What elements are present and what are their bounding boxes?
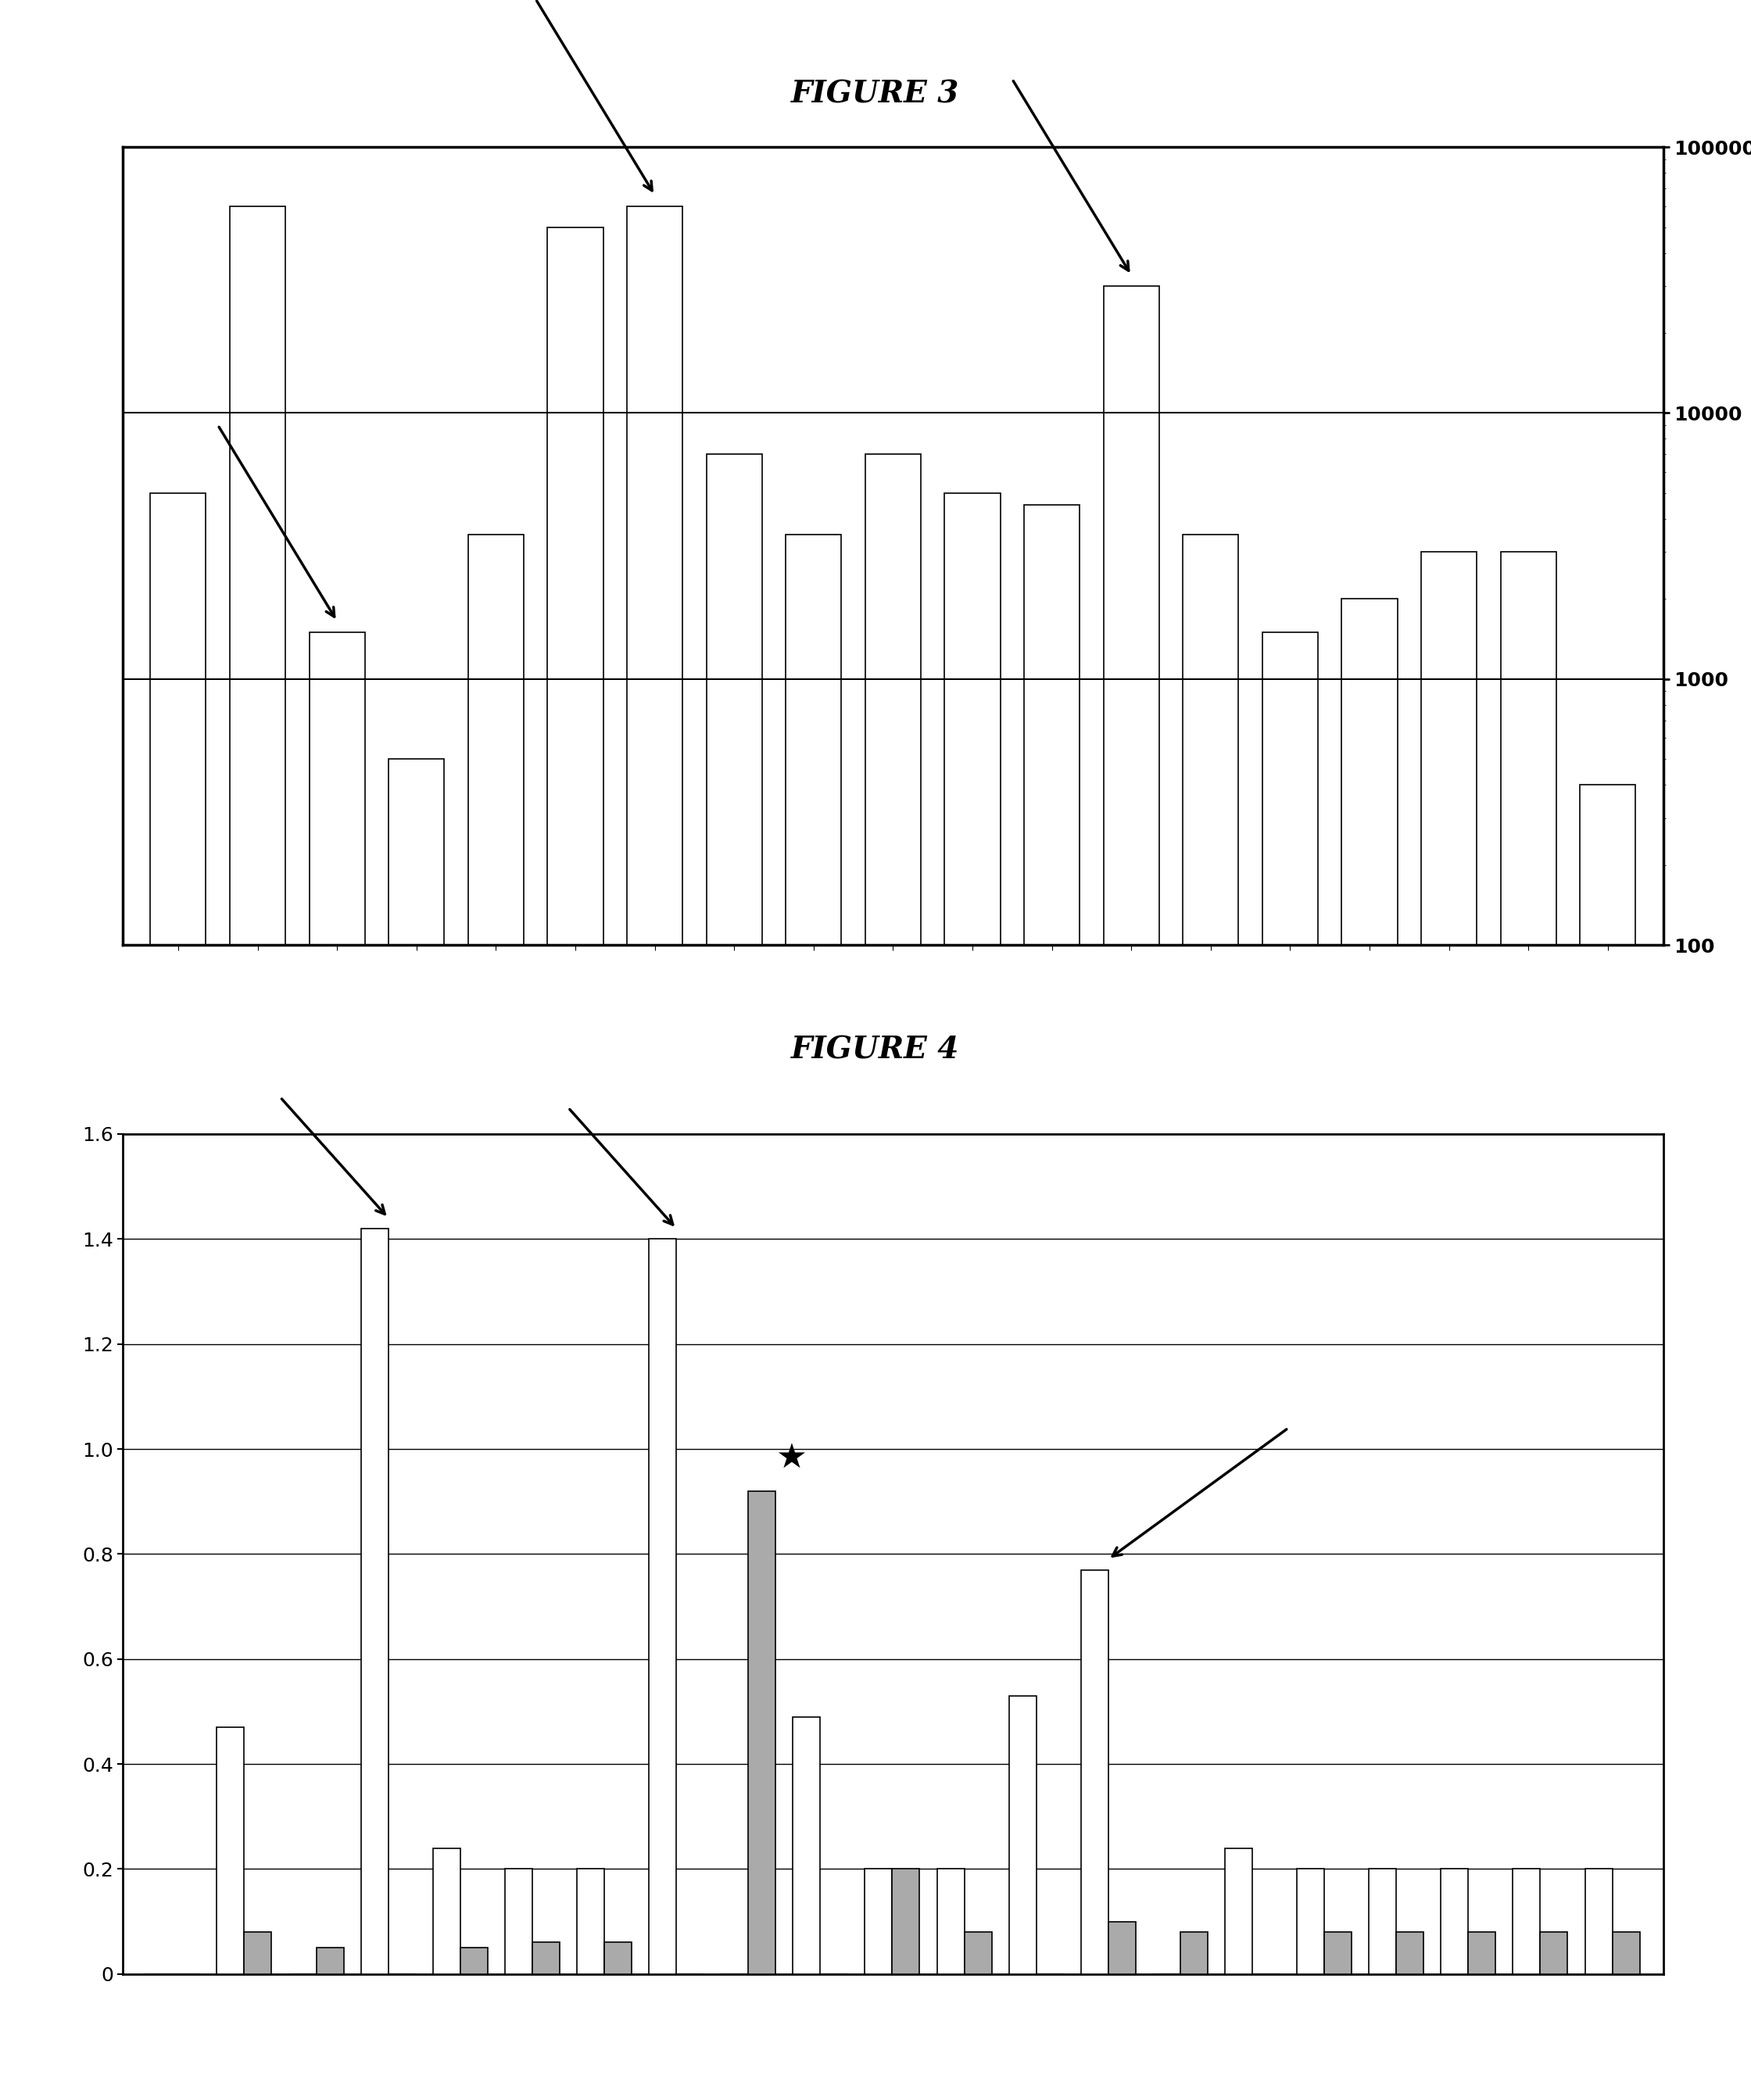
Bar <box>1108 1922 1136 1974</box>
Bar <box>706 454 762 2100</box>
Bar <box>1541 1932 1567 1974</box>
Bar <box>786 533 842 2100</box>
Text: FIGURE 3: FIGURE 3 <box>791 80 960 109</box>
Bar <box>1469 1932 1495 1974</box>
Bar <box>1441 1869 1469 1974</box>
Bar <box>944 493 1000 2100</box>
Bar <box>1501 552 1557 2100</box>
Bar <box>229 206 285 2100</box>
Bar <box>1324 1932 1352 1974</box>
Bar <box>243 1932 271 1974</box>
Bar <box>893 1869 919 1974</box>
Bar <box>1613 1932 1639 1974</box>
Bar <box>604 1942 632 1974</box>
Bar <box>650 1239 676 1974</box>
Bar <box>461 1949 487 1974</box>
Bar <box>865 1869 893 1974</box>
Bar <box>1080 1569 1108 1974</box>
Bar <box>965 1932 991 1974</box>
Bar <box>937 1869 965 1974</box>
Bar <box>1585 1869 1613 1974</box>
Bar <box>532 1942 560 1974</box>
Bar <box>1396 1932 1424 1974</box>
Bar <box>1262 632 1319 2100</box>
Bar <box>576 1869 604 1974</box>
Bar <box>432 1848 461 1974</box>
Bar <box>865 454 921 2100</box>
Bar <box>1103 286 1159 2100</box>
Bar <box>317 1949 343 1974</box>
Text: ★: ★ <box>776 1441 807 1474</box>
Bar <box>504 1869 532 1974</box>
Bar <box>1297 1869 1324 1974</box>
Bar <box>217 1726 243 1974</box>
Bar <box>468 533 524 2100</box>
Bar <box>310 632 364 2100</box>
Bar <box>389 758 445 2100</box>
Bar <box>1180 1932 1208 1974</box>
Bar <box>1513 1869 1541 1974</box>
Bar <box>1369 1869 1396 1974</box>
Bar <box>1009 1697 1037 1974</box>
Bar <box>151 493 207 2100</box>
Bar <box>793 1718 819 1974</box>
Bar <box>1226 1848 1252 1974</box>
Bar <box>1579 785 1635 2100</box>
Bar <box>1024 506 1080 2100</box>
Bar <box>361 1228 389 1974</box>
Text: FIGURE 4: FIGURE 4 <box>791 1035 960 1065</box>
Bar <box>748 1491 776 1974</box>
Bar <box>1184 533 1238 2100</box>
Bar <box>548 227 602 2100</box>
Bar <box>627 206 683 2100</box>
Bar <box>1422 552 1476 2100</box>
Bar <box>1341 598 1397 2100</box>
